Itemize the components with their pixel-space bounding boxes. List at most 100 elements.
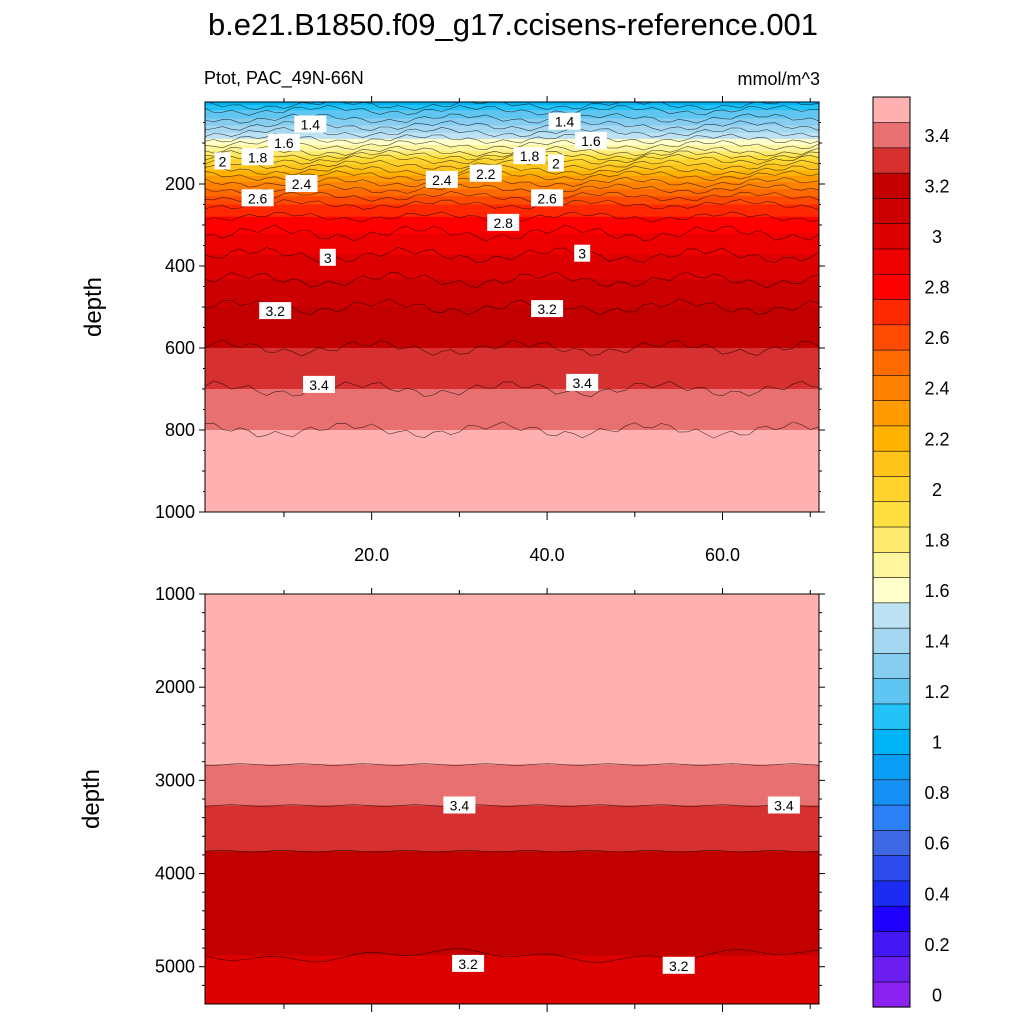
contour-label-box <box>241 148 274 166</box>
contour-label-box <box>294 115 327 133</box>
colorbar-swatch <box>872 172 911 199</box>
lower-contour-label: 3.4 <box>767 796 800 814</box>
upper-contour-line <box>205 271 819 289</box>
colorbar-swatch <box>872 981 911 1008</box>
upper-contour-labels: 1.4 1.4 1.6 1.6 2 1.8 1.8 2 2.2 2.4 2.4 2.6 2.6 2.8 3 3… <box>214 112 607 393</box>
upper-contour-label: 2.4 <box>285 175 318 192</box>
contour-label-text: 1.4 <box>301 117 321 133</box>
colorbar-label: 3 <box>932 227 942 247</box>
contour-label-box <box>319 248 336 266</box>
contour-label-text: 3.2 <box>669 958 689 974</box>
colorbar: 0 0.2 0.4 0.6 0.8 1 1.2 1.4 1.6 1.8 2 2.2 2.4 2.6 2.8 3… <box>872 96 950 1008</box>
upper-x-tick-label: 60.0 <box>705 545 740 565</box>
contour-label-text: 1.6 <box>274 135 294 151</box>
contour-label-text: 3.2 <box>458 956 478 972</box>
colorbar-swatch <box>872 526 911 553</box>
lower-contour-line <box>205 763 819 766</box>
colorbar-swatch <box>872 880 911 907</box>
colorbar-swatch <box>872 374 911 401</box>
lower-contour-label: 3.4 <box>443 796 476 814</box>
upper-contour-line <box>205 133 819 145</box>
colorbar-swatch <box>872 956 911 983</box>
colorbar-frame <box>872 96 911 1008</box>
contour-label-box <box>259 302 292 320</box>
lower-filled-contours <box>205 594 819 1004</box>
contour-label-text: 3.4 <box>774 798 794 814</box>
colorbar-label: 0.8 <box>924 783 949 803</box>
contour-label-box <box>267 134 300 151</box>
colorbar-label: 2.6 <box>924 328 949 348</box>
colorbar-swatch <box>872 930 911 958</box>
upper-contour-line <box>205 153 819 165</box>
colorbar-swatch <box>872 804 911 831</box>
colorbar-swatch <box>872 728 911 755</box>
lower-contour-label: 3.2 <box>662 956 695 974</box>
upper-y-tick-label: 400 <box>165 256 195 276</box>
colorbar-label: 2.2 <box>924 429 949 449</box>
contour-label-text: 3 <box>578 246 586 262</box>
upper-panel: 1.4 1.4 1.6 1.6 2 1.8 1.8 2 2.2 2.4 2.4 2.6 2.6 2.8 3 3… <box>80 96 825 565</box>
upper-fill-row <box>205 509 819 512</box>
lower-contour-lines <box>205 763 819 963</box>
subtitle-right: mmol/m^3 <box>738 69 820 89</box>
upper-contour-label: 3.4 <box>566 373 599 391</box>
lower-y-tick-label: 1000 <box>155 584 195 604</box>
upper-contour-label: 1.4 <box>294 115 327 133</box>
colorbar-swatch <box>872 298 911 326</box>
lower-y-tick-label: 2000 <box>155 677 195 697</box>
contour-label-box <box>548 112 581 130</box>
contour-label-text: 2.4 <box>292 176 312 192</box>
colorbar-swatch <box>872 703 911 730</box>
colorbar-swatch <box>872 400 911 427</box>
upper-contour-line <box>205 104 819 116</box>
contour-label-box <box>767 796 800 814</box>
colorbar-swatch <box>872 96 911 123</box>
contour-label-box <box>513 147 546 165</box>
colorbar-swatch <box>872 121 911 149</box>
upper-contour-label: 3.2 <box>531 300 564 318</box>
upper-contour-line <box>205 191 819 202</box>
contour-label-text: 3.2 <box>537 301 557 317</box>
colorbar-label: 1 <box>932 733 942 753</box>
contour-label-text: 2.2 <box>476 166 496 182</box>
upper-contour-label: 2.2 <box>469 164 502 182</box>
colorbar-swatch <box>872 678 911 705</box>
contour-label-box <box>469 164 502 182</box>
upper-x-tick-label: 40.0 <box>530 545 565 565</box>
colorbar-swatch <box>872 753 911 781</box>
lower-fill-band <box>205 955 819 1004</box>
lower-fill-band <box>205 851 819 957</box>
colorbar-swatch <box>872 652 911 679</box>
lower-panel: 3.4 3.4 3.2 3.2 1000 2000 3000 4000 5000 depth <box>78 584 825 1012</box>
upper-contour-line <box>205 421 819 439</box>
colorbar-label: 1.2 <box>924 682 949 702</box>
upper-filled-contours <box>205 102 819 512</box>
upper-contour-line <box>205 339 819 357</box>
contour-label-box <box>487 213 520 231</box>
contour-label-box <box>241 189 274 207</box>
colorbar-swatch <box>872 450 911 477</box>
colorbar-label: 0.2 <box>924 935 949 955</box>
upper-y-tick-label: 800 <box>165 420 195 440</box>
figure-title: b.e21.B1850.f09_g17.ccisens-reference.00… <box>208 7 818 42</box>
lower-contour-line <box>205 804 819 807</box>
contour-label-text: 2 <box>219 153 227 169</box>
upper-contour-line <box>205 159 819 171</box>
upper-y-ticks: 200 400 600 800 1000 <box>155 122 825 522</box>
contour-label-text: 3.4 <box>309 377 329 393</box>
upper-fill-row <box>205 510 819 512</box>
contour-label-box <box>566 373 599 391</box>
contour-label-box <box>285 175 318 192</box>
upper-contour-line <box>205 246 819 264</box>
upper-contour-label: 3.2 <box>259 302 292 320</box>
contour-label-box <box>531 189 564 207</box>
colorbar-label: 2 <box>932 480 942 500</box>
upper-contour-line <box>205 298 819 316</box>
upper-contour-label: 2.6 <box>531 189 564 207</box>
colorbar-label: 0.6 <box>924 834 949 854</box>
upper-contour-line <box>205 149 819 161</box>
contour-label-box <box>574 244 591 262</box>
colorbar-label: 3.4 <box>924 126 949 146</box>
upper-contour-label: 2.4 <box>425 170 458 188</box>
subtitle-left: Ptot, PAC_49N-66N <box>204 68 364 89</box>
